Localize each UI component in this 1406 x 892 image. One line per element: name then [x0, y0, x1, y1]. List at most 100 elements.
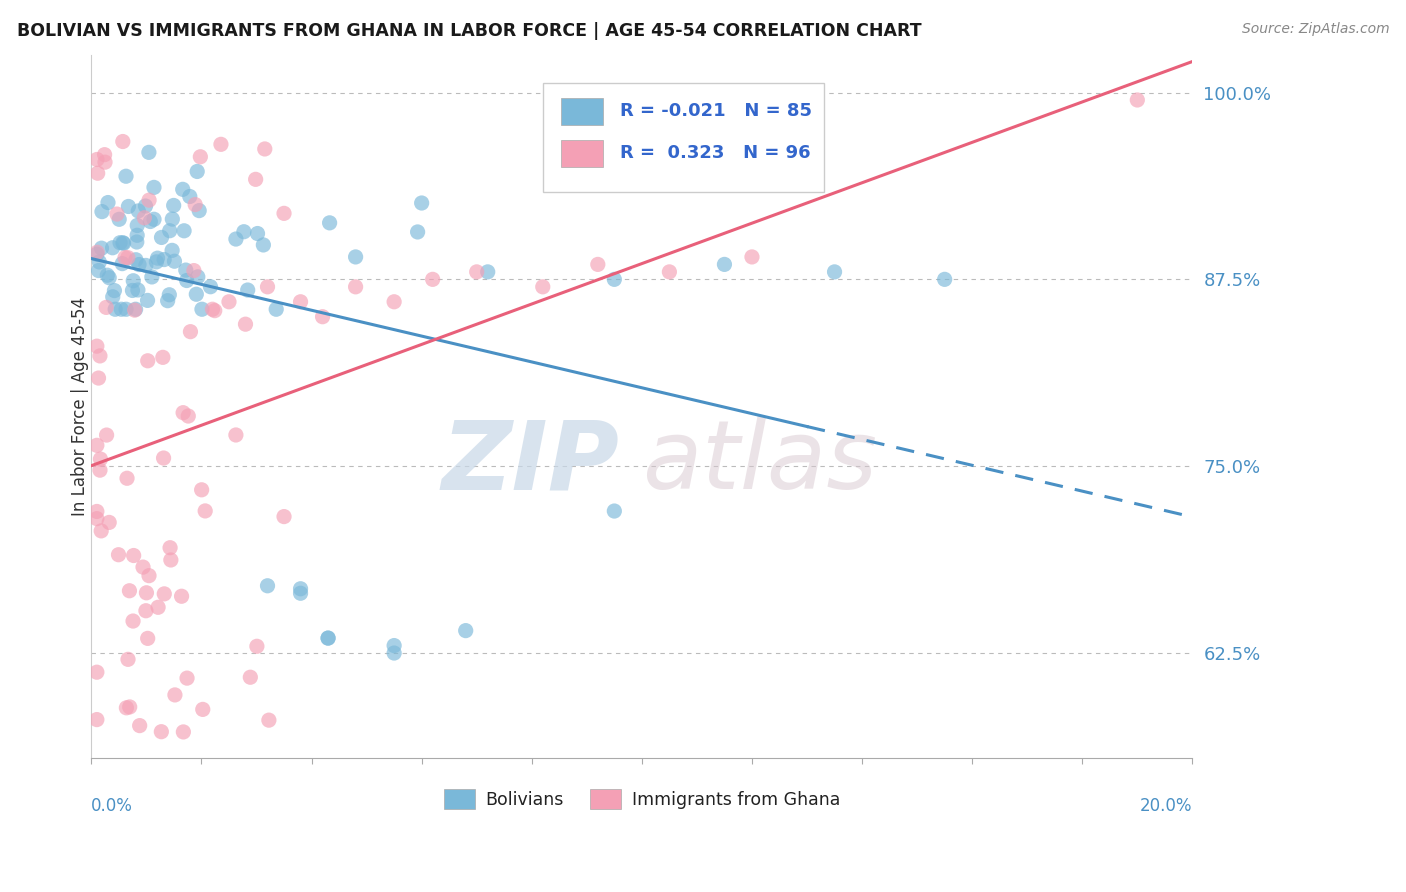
Point: [111, 235, 134, 250]
Point: [89, 463, 111, 477]
Point: [86, 245, 108, 260]
Point: [163, 254, 186, 268]
Point: [89, 452, 111, 467]
Point: [93, 147, 115, 161]
Point: [163, 198, 186, 212]
Point: [127, 283, 149, 297]
Point: [273, 206, 295, 220]
Text: ZIP: ZIP: [441, 416, 620, 509]
Point: [128, 258, 150, 272]
Point: [128, 718, 150, 732]
Point: [200, 279, 222, 293]
Point: [136, 353, 159, 368]
Point: [135, 586, 157, 600]
Point: [111, 257, 134, 271]
Point: [191, 702, 214, 716]
Point: [87, 263, 110, 277]
FancyBboxPatch shape: [561, 98, 603, 125]
Point: [235, 317, 257, 331]
Point: [90, 241, 112, 255]
Point: [236, 283, 259, 297]
Point: [143, 212, 166, 227]
Point: [316, 631, 339, 645]
Point: [138, 568, 160, 582]
Point: [124, 302, 146, 317]
Point: [256, 579, 278, 593]
Point: [96, 268, 118, 283]
Point: [108, 212, 131, 227]
Point: [143, 180, 166, 194]
Point: [603, 504, 626, 518]
Point: [125, 235, 148, 249]
Point: [344, 250, 367, 264]
Point: [86, 438, 108, 452]
Point: [179, 189, 201, 203]
Point: [114, 251, 136, 265]
Point: [86, 713, 108, 727]
Point: [124, 303, 146, 318]
Point: [138, 145, 160, 160]
Point: [290, 586, 312, 600]
Point: [118, 700, 141, 714]
Point: [264, 302, 287, 317]
Point: [122, 274, 145, 288]
Point: [477, 265, 499, 279]
Point: [382, 646, 405, 660]
Point: [97, 195, 120, 210]
Point: [152, 351, 174, 365]
Point: [101, 241, 124, 255]
Point: [160, 553, 183, 567]
Point: [382, 294, 405, 309]
Point: [86, 153, 108, 167]
Point: [174, 263, 197, 277]
Point: [108, 235, 131, 250]
Point: [103, 284, 125, 298]
Point: [713, 257, 735, 271]
Point: [245, 172, 267, 186]
Point: [177, 409, 200, 423]
Point: [98, 270, 121, 285]
Point: [135, 259, 157, 273]
Point: [159, 224, 181, 238]
Point: [246, 640, 269, 654]
Point: [232, 225, 254, 239]
Point: [160, 244, 183, 258]
Point: [318, 216, 340, 230]
Point: [104, 302, 127, 317]
Point: [586, 257, 609, 271]
Point: [146, 251, 169, 265]
Point: [163, 688, 186, 702]
Point: [256, 280, 278, 294]
Point: [218, 294, 240, 309]
Point: [190, 483, 212, 497]
Point: [115, 302, 138, 317]
Point: [252, 238, 274, 252]
Point: [132, 560, 155, 574]
Point: [172, 406, 194, 420]
Point: [134, 211, 156, 225]
Text: R =  0.323   N = 96: R = 0.323 N = 96: [620, 145, 810, 162]
Point: [86, 665, 108, 680]
Point: [90, 524, 112, 538]
Text: BOLIVIAN VS IMMIGRANTS FROM GHANA IN LABOR FORCE | AGE 45-54 CORRELATION CHART: BOLIVIAN VS IMMIGRANTS FROM GHANA IN LAB…: [17, 22, 921, 40]
Point: [146, 600, 169, 615]
Point: [225, 428, 247, 442]
Point: [239, 670, 262, 684]
Point: [138, 193, 160, 207]
Point: [135, 604, 157, 618]
Point: [152, 450, 174, 465]
Point: [176, 273, 198, 287]
Point: [194, 504, 217, 518]
Point: [150, 724, 173, 739]
Point: [117, 199, 139, 213]
Point: [382, 639, 405, 653]
Point: [153, 587, 176, 601]
Point: [290, 582, 312, 596]
Point: [209, 137, 232, 152]
Point: [273, 509, 295, 524]
Point: [136, 632, 159, 646]
Point: [172, 182, 194, 196]
Point: [94, 155, 117, 169]
Point: [86, 166, 108, 180]
Point: [824, 265, 846, 279]
